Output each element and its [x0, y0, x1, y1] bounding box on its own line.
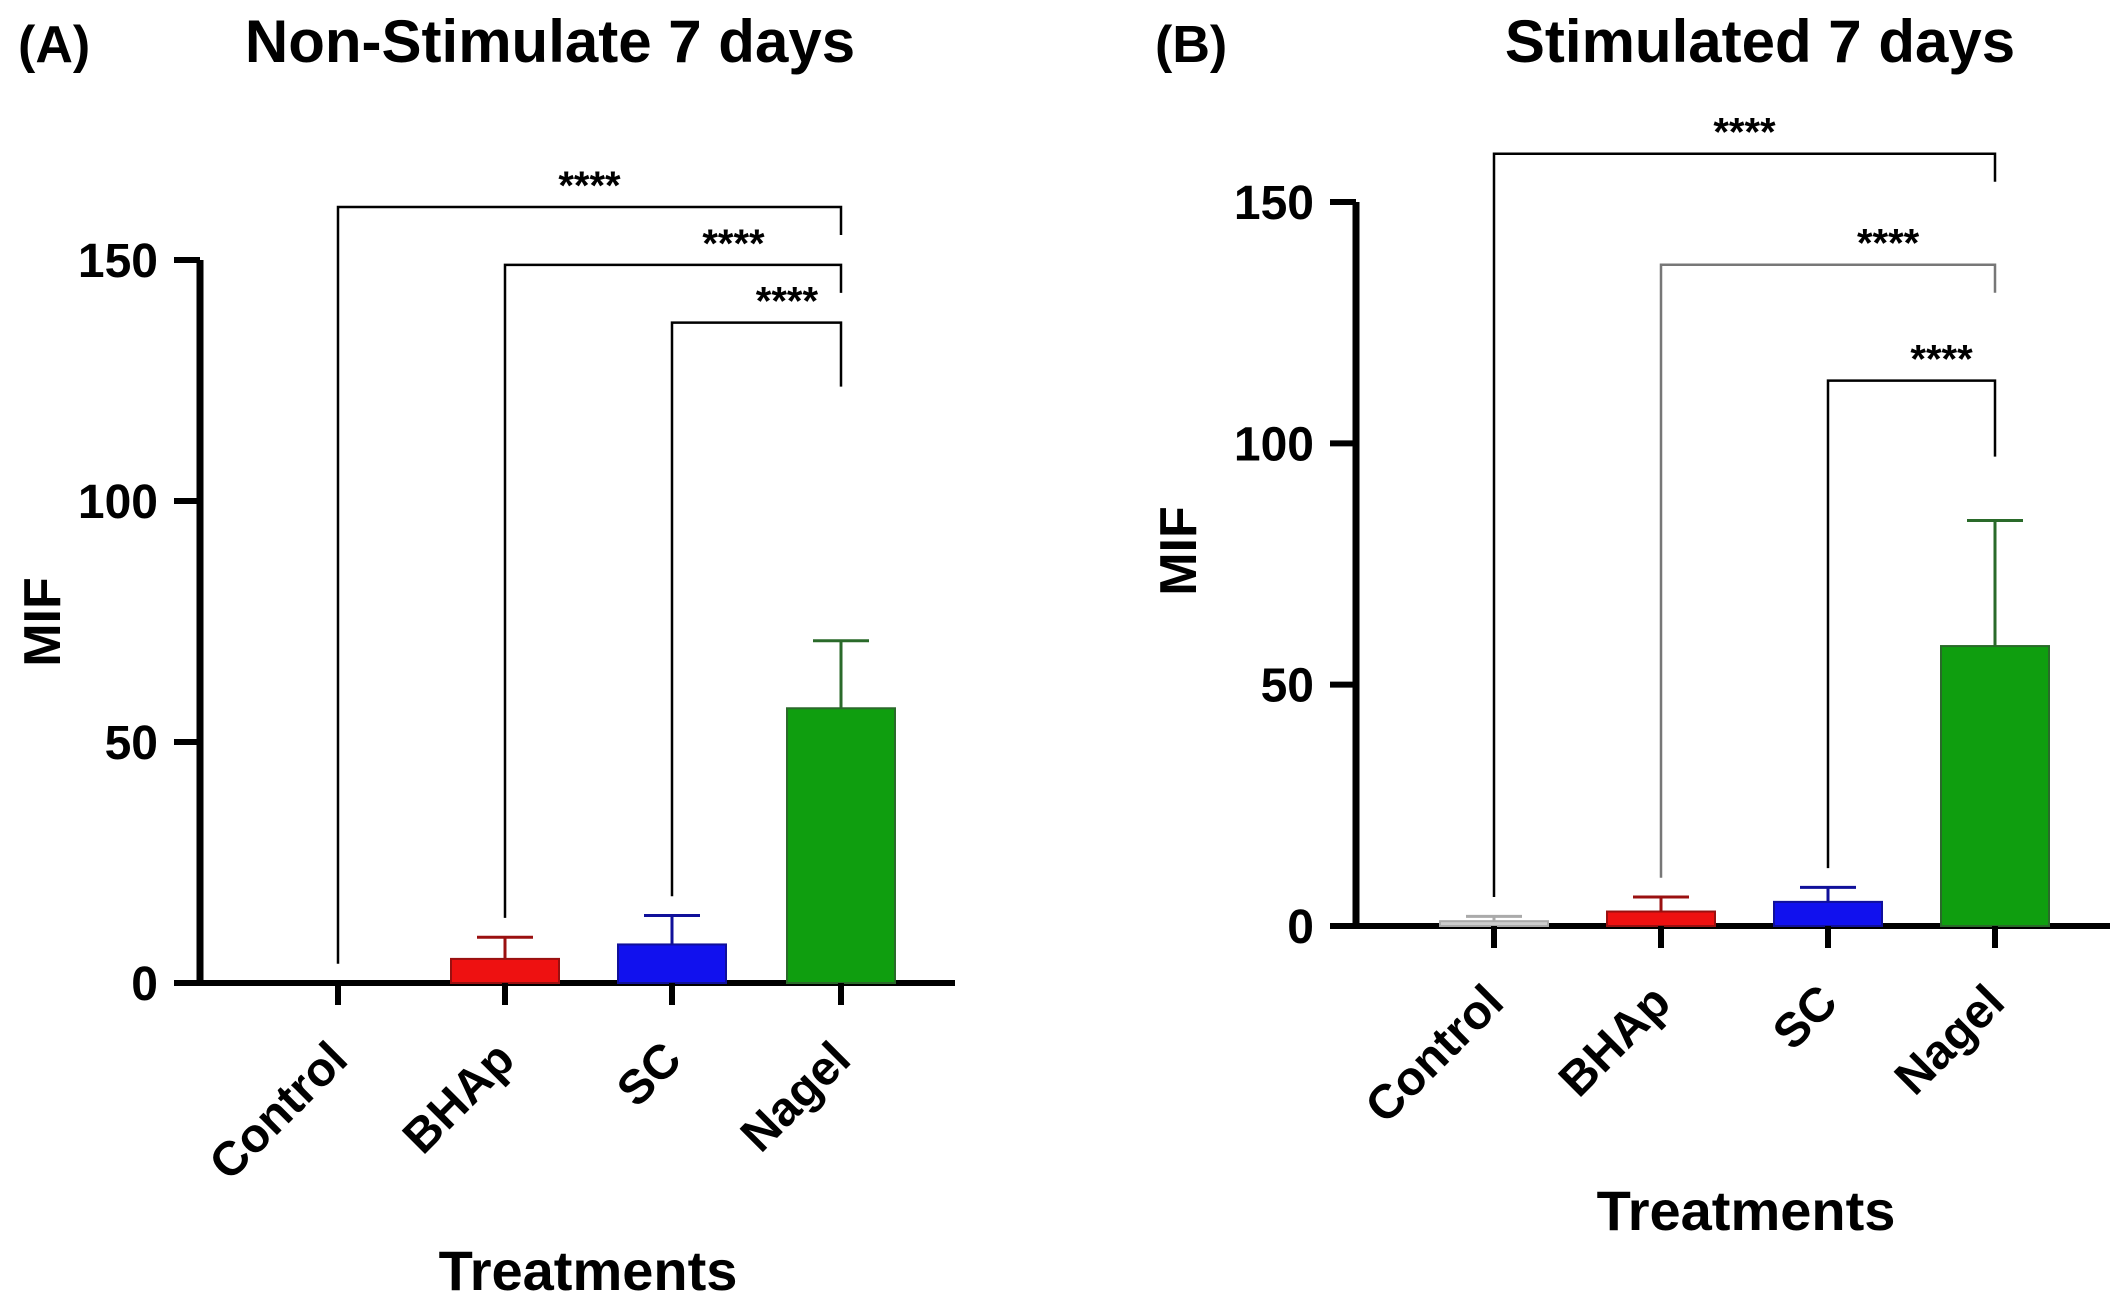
panel-b-bar-nagel	[1940, 645, 2050, 927]
panel-b-significance-bracket-sc-nagel	[1826, 379, 1997, 869]
panel-a-bar-nagel	[786, 707, 896, 984]
panel-b-significance-label: ****	[1857, 222, 1920, 266]
panel-a-x-axis-label: Treatments	[439, 1239, 738, 1302]
panel-a-significance-label: ****	[702, 222, 765, 266]
panel-b-title: Stimulated 7 days	[1505, 8, 2015, 75]
panel-b-y-tick-label: 150	[1234, 177, 1314, 230]
panel-a-x-tick-label: Nagel	[731, 1032, 861, 1162]
panel-a-significance-bracket-sc-nagel	[670, 321, 843, 897]
panel-b-x-axis-label: Treatments	[1597, 1179, 1896, 1242]
panel-a-significance-label: ****	[756, 280, 819, 324]
panel-b-bar-sc	[1773, 900, 1883, 927]
panel-b: (B) Stimulated 7 days MIF Treatments 0 50…	[1150, 8, 2110, 1242]
panel-a-significance-bracket-control-nagel	[336, 205, 843, 964]
panel-a-x-tick-label: SC	[607, 1032, 692, 1117]
panel-b-y-tick-label: 0	[1287, 901, 1314, 954]
panel-b-bar-bhap	[1606, 910, 1716, 928]
panel-a-y-tick-label: 150	[78, 235, 158, 288]
panel-b-y-axis-label: MIF	[1150, 506, 1208, 596]
panel-a-y-tick-label: 50	[105, 717, 158, 770]
panel-b-bar-control	[1439, 920, 1549, 928]
panel-a-significance-label: ****	[558, 164, 621, 208]
panel-b-y-tick-label: 100	[1234, 418, 1314, 471]
panel-a-y-axis-label: MIF	[14, 577, 72, 667]
panel-a-bar-bhap	[450, 957, 560, 985]
panel-a-x-tick-label: BHAp	[393, 1032, 525, 1164]
panel-b-significance-label: ****	[1713, 111, 1776, 155]
panel-a-x-tick-label: Control	[200, 1032, 358, 1190]
panel-a-title: Non-Stimulate 7 days	[245, 8, 855, 75]
panel-b-y-tick-label: 50	[1261, 660, 1314, 713]
panel-a-significance-bracket-bhap-nagel	[503, 263, 843, 918]
panel-a-label: (A)	[18, 16, 90, 74]
panel-b-significance-label: ****	[1910, 338, 1973, 382]
panel-a: (A) Non-Stimulate 7 days MIF Treatments …	[14, 8, 955, 1302]
panel-b-significance-bracket-bhap-nagel	[1659, 263, 1997, 878]
panel-b-x-tick-label: Nagel	[1885, 975, 2015, 1105]
panel-a-y-tick-label: 0	[131, 958, 158, 1011]
panel-b-x-tick-label: Control	[1356, 975, 1514, 1133]
panel-b-x-tick-label: SC	[1763, 975, 1848, 1060]
panel-b-label: (B)	[1155, 16, 1227, 74]
panel-b-significance-bracket-control-nagel	[1492, 152, 1997, 898]
panel-a-y-tick-label: 100	[78, 476, 158, 529]
panel-b-plot: 0 50 100 150 Control BHAp SC Nagel **** **** ****	[1234, 111, 2110, 1133]
panel-a-plot: 0 50 100 150 Control BHAp SC Nagel **** **** ****	[78, 164, 955, 1190]
panel-b-x-tick-label: BHAp	[1549, 975, 1681, 1107]
panel-a-bar-sc	[617, 943, 727, 985]
